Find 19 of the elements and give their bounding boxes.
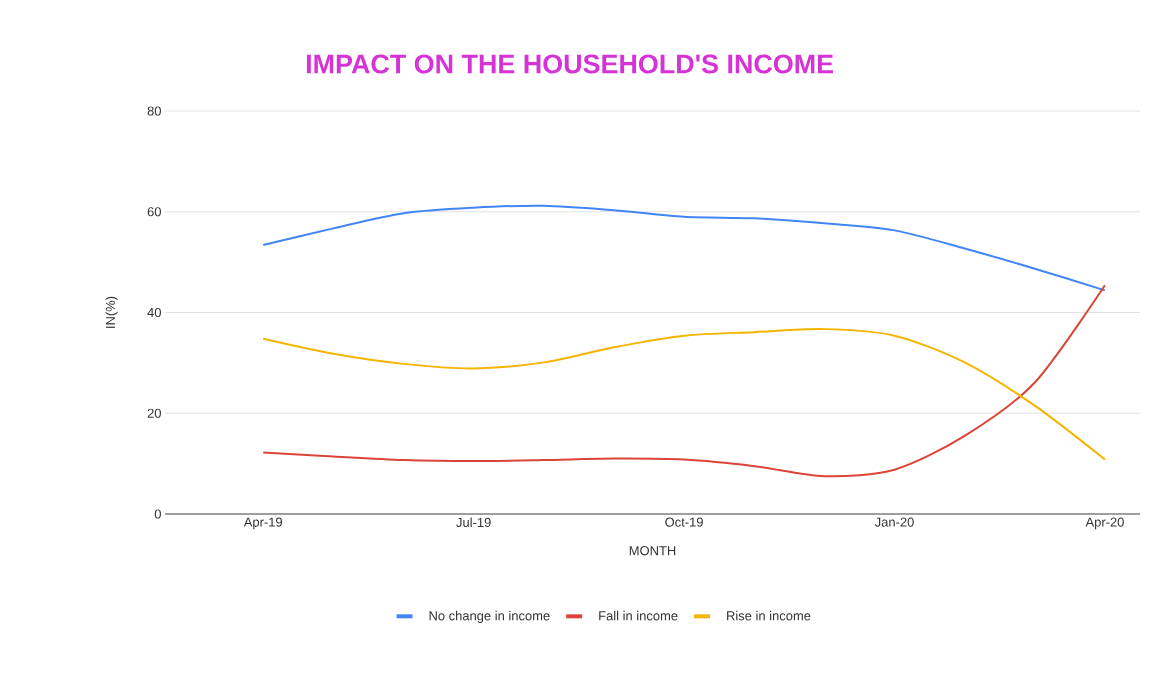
x-tick-label: Apr-19	[243, 517, 283, 530]
legend-label: No change in income	[429, 610, 550, 623]
x-tick-label: Jan-20	[874, 517, 914, 527]
y-tick-label: 40	[147, 307, 161, 318]
y-tick-label: 20	[147, 408, 161, 418]
x-tick-label: Oct-19	[665, 517, 703, 527]
y-axis-title: IN(%)	[105, 296, 118, 328]
line-series	[262, 284, 1106, 478]
line-series	[262, 204, 1106, 292]
x-tick-label: Jul-19	[456, 517, 491, 528]
legend-label: Rise in income	[727, 610, 811, 621]
line-series	[262, 328, 1106, 461]
y-tick-label: 60	[147, 207, 161, 217]
legend-label: Fall in income	[599, 610, 678, 621]
x-tick-label: Apr-20	[1085, 517, 1124, 530]
y-tick-label: 80	[147, 106, 161, 116]
x-axis-title: MONTH	[629, 546, 676, 556]
y-tick-label: 0	[154, 509, 161, 519]
chart-title: IMPACT ON THE HOUSEHOLD'S INCOME	[306, 54, 834, 74]
